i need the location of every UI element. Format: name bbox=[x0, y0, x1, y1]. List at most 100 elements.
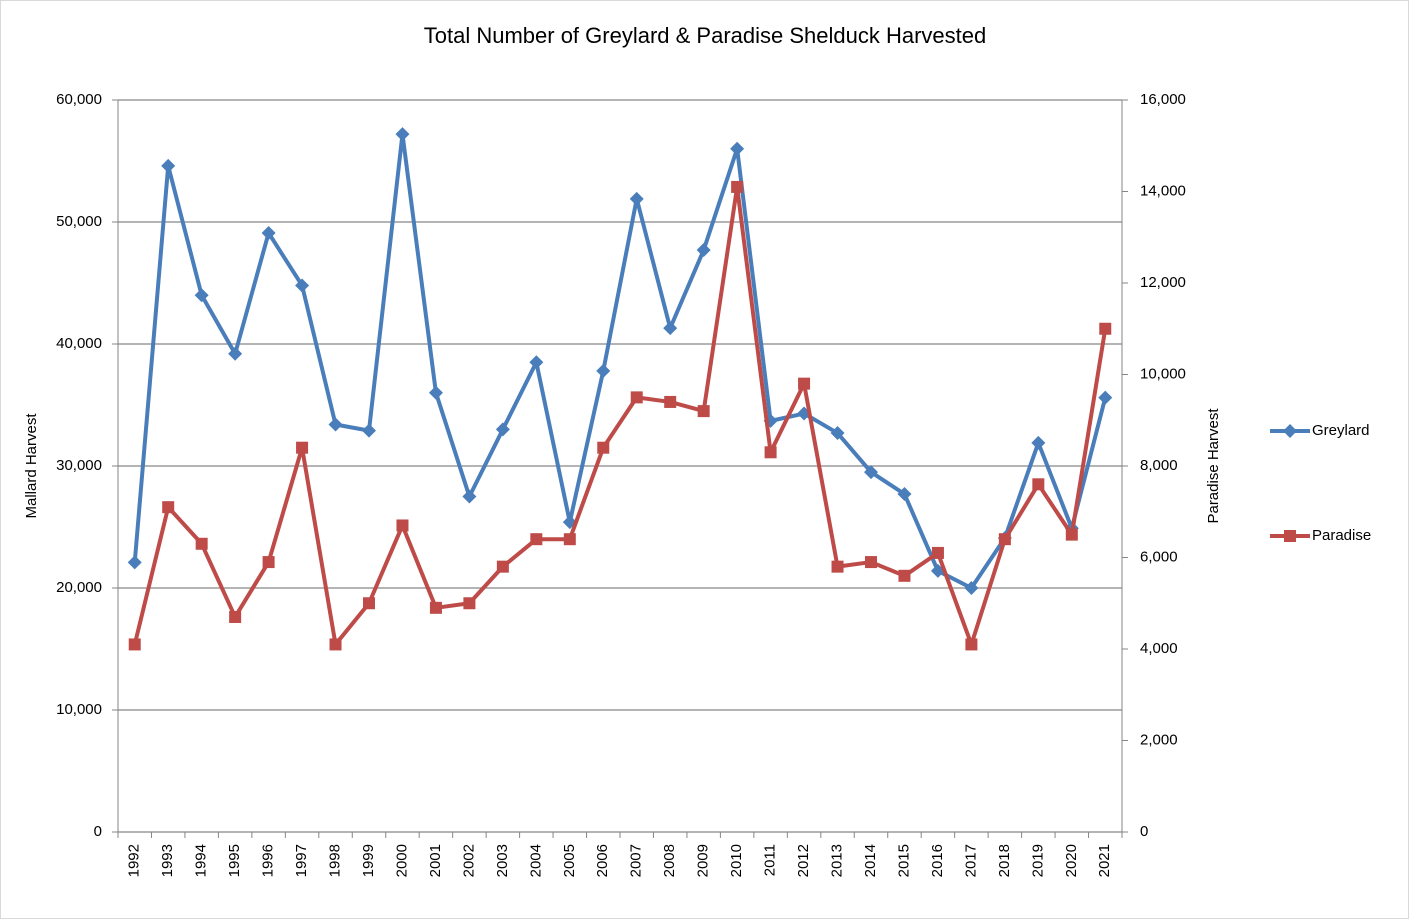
x-tick-label: 2020 bbox=[1063, 844, 1080, 877]
data-point bbox=[964, 581, 979, 595]
x-tick-label: 1997 bbox=[293, 844, 310, 877]
y2-tick-label: 2,000 bbox=[1140, 731, 1178, 748]
data-point bbox=[629, 191, 644, 206]
data-point bbox=[965, 638, 978, 651]
y-tick-label: 0 bbox=[94, 823, 102, 840]
y2-tick-label: 8,000 bbox=[1140, 457, 1178, 474]
y-tick-label: 20,000 bbox=[56, 579, 102, 596]
x-tick-label: 2012 bbox=[795, 844, 812, 877]
data-point bbox=[428, 385, 443, 400]
x-tick-label: 2009 bbox=[695, 844, 712, 877]
x-tick-label: 2008 bbox=[661, 844, 678, 877]
data-point bbox=[831, 560, 844, 573]
x-tick-label: 2021 bbox=[1096, 844, 1113, 877]
data-point bbox=[897, 487, 912, 502]
y-tick-label: 40,000 bbox=[56, 335, 102, 352]
x-tick-label: 2003 bbox=[494, 844, 511, 877]
data-point bbox=[362, 423, 376, 438]
y2-axis-label: Paradise Harvest bbox=[1205, 408, 1222, 524]
data-point bbox=[229, 610, 242, 623]
data-point bbox=[395, 127, 410, 142]
y2-tick-label: 0 bbox=[1140, 823, 1148, 840]
data-point bbox=[1032, 478, 1045, 491]
x-tick-label: 2016 bbox=[929, 844, 946, 877]
x-tick-label: 1995 bbox=[226, 844, 243, 877]
series-line bbox=[132, 184, 1108, 647]
x-tick-label: 1993 bbox=[159, 844, 176, 877]
x-tick-label: 2006 bbox=[594, 844, 611, 877]
x-tick-label: 2000 bbox=[393, 844, 410, 877]
data-point bbox=[764, 446, 777, 459]
data-point bbox=[228, 346, 243, 361]
data-point bbox=[195, 537, 208, 550]
data-point bbox=[1099, 322, 1112, 335]
x-tick-label: 2011 bbox=[762, 844, 779, 876]
legend-marker bbox=[1284, 530, 1296, 542]
y-tick-label: 10,000 bbox=[56, 701, 102, 718]
data-point bbox=[830, 426, 845, 441]
x-tick-label: 1994 bbox=[193, 844, 210, 877]
x-tick-label: 1999 bbox=[360, 844, 377, 877]
x-tick-label: 2017 bbox=[962, 844, 979, 877]
data-point bbox=[630, 391, 643, 404]
data-point bbox=[596, 363, 611, 378]
data-point bbox=[261, 225, 276, 240]
y2-tick-label: 4,000 bbox=[1140, 640, 1178, 657]
x-tick-label: 2010 bbox=[728, 844, 745, 877]
data-point bbox=[128, 638, 141, 651]
y2-tick-label: 12,000 bbox=[1140, 274, 1186, 291]
x-tick-label: 2019 bbox=[1029, 844, 1046, 877]
x-tick-label: 1998 bbox=[327, 844, 344, 877]
legend-marker bbox=[1283, 424, 1297, 438]
y-tick-label: 30,000 bbox=[56, 457, 102, 474]
data-point bbox=[194, 288, 209, 303]
y-tick-label: 50,000 bbox=[56, 213, 102, 230]
x-tick-label: 2004 bbox=[527, 844, 544, 877]
data-point bbox=[429, 601, 442, 614]
data-point bbox=[530, 533, 543, 546]
x-tick-label: 2013 bbox=[829, 844, 846, 877]
x-tick-label: 2001 bbox=[427, 844, 444, 877]
data-point bbox=[496, 560, 509, 573]
y2-tick-label: 16,000 bbox=[1140, 91, 1186, 108]
data-point bbox=[1065, 528, 1078, 541]
data-point bbox=[696, 243, 711, 258]
x-tick-label: 2005 bbox=[561, 844, 578, 877]
data-point bbox=[1098, 390, 1113, 405]
data-point bbox=[529, 355, 544, 370]
data-point bbox=[463, 597, 476, 610]
data-point bbox=[697, 405, 710, 418]
data-point bbox=[127, 555, 142, 570]
data-point bbox=[865, 556, 877, 569]
y2-tick-label: 10,000 bbox=[1140, 365, 1186, 382]
chart-title: Total Number of Greylard & Paradise Shel… bbox=[424, 23, 986, 48]
data-point bbox=[731, 180, 744, 193]
data-point bbox=[864, 465, 878, 480]
data-point bbox=[328, 417, 343, 432]
data-point bbox=[462, 489, 477, 504]
x-tick-label: 2007 bbox=[628, 844, 645, 877]
x-tick-label: 2018 bbox=[996, 844, 1013, 877]
y-axis-label: Mallard Harvest bbox=[23, 413, 40, 519]
data-point bbox=[295, 278, 310, 293]
data-point bbox=[495, 422, 510, 437]
data-point bbox=[363, 597, 375, 610]
x-tick-label: 2014 bbox=[862, 844, 879, 877]
data-point bbox=[1031, 435, 1046, 450]
data-point bbox=[730, 141, 745, 156]
y2-tick-label: 6,000 bbox=[1140, 548, 1178, 565]
y-tick-label: 60,000 bbox=[56, 91, 102, 108]
x-tick-label: 2015 bbox=[895, 844, 912, 877]
data-point bbox=[663, 321, 678, 336]
data-point bbox=[597, 441, 610, 454]
data-point bbox=[162, 501, 175, 514]
data-point bbox=[931, 546, 944, 559]
data-point bbox=[998, 533, 1011, 546]
data-point bbox=[329, 638, 342, 651]
data-point bbox=[262, 556, 275, 569]
data-point bbox=[563, 533, 576, 546]
data-point bbox=[898, 569, 911, 582]
